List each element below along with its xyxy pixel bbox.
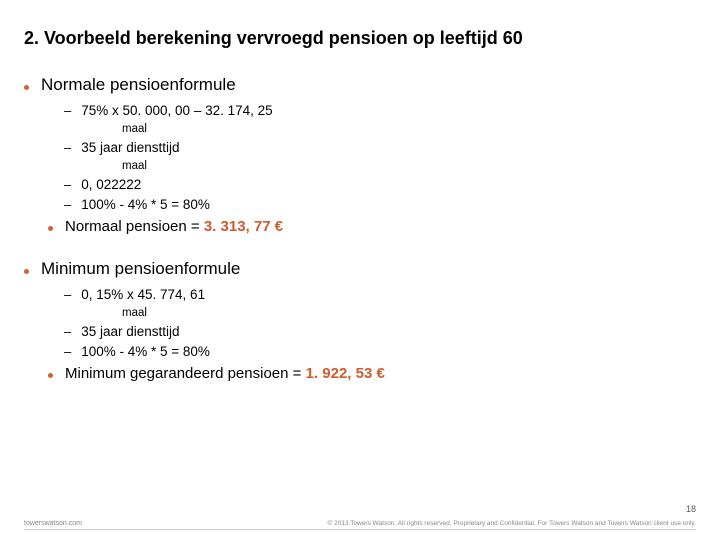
- dash-icon: –: [64, 103, 71, 118]
- dash-icon: –: [64, 324, 71, 339]
- sub-text: 0, 022222: [81, 177, 141, 192]
- result-text: Normaal pensioen = 3. 313, 77 €: [65, 218, 283, 235]
- heading-minimum: Minimum pensioenformule: [41, 259, 240, 279]
- slide-title: 2. Voorbeeld berekening vervroegd pensio…: [24, 28, 696, 49]
- result-label: Normaal pensioen =: [65, 218, 204, 235]
- footer-url: towerswatson.com: [24, 520, 82, 527]
- dash-icon: –: [64, 140, 71, 155]
- sub-item: – 100% - 4% * 5 = 80%: [64, 344, 696, 359]
- bullet-icon: [24, 85, 29, 90]
- bullet-icon: [48, 226, 53, 231]
- dash-icon: –: [64, 177, 71, 192]
- sub-item: – 35 jaar diensttijd: [64, 140, 696, 155]
- heading-normale: Normale pensioenformule: [41, 75, 236, 95]
- sub-text: 100% - 4% * 5 = 80%: [81, 344, 210, 359]
- sublist-normale: – 75% x 50. 000, 00 – 32. 174, 25 maal –…: [64, 103, 696, 212]
- maal-label: maal: [122, 123, 696, 135]
- result-normale: Normaal pensioen = 3. 313, 77 €: [48, 218, 696, 235]
- sub-item: – 75% x 50. 000, 00 – 32. 174, 25: [64, 103, 696, 118]
- sub-text: 35 jaar diensttijd: [81, 324, 179, 339]
- result-label: Minimum gegarandeerd pensioen =: [65, 365, 306, 382]
- sub-text: 0, 15% x 45. 774, 61: [81, 287, 205, 302]
- sublist-minimum: – 0, 15% x 45. 774, 61 maal – 35 jaar di…: [64, 287, 696, 359]
- sub-text: 75% x 50. 000, 00 – 32. 174, 25: [81, 103, 272, 118]
- maal-label: maal: [122, 307, 696, 319]
- sub-text: 100% - 4% * 5 = 80%: [81, 197, 210, 212]
- dash-icon: –: [64, 344, 71, 359]
- result-value: 1. 922, 53 €: [306, 365, 385, 382]
- sub-item: – 0, 15% x 45. 774, 61: [64, 287, 696, 302]
- bullet-icon: [48, 373, 53, 378]
- page-number: 18: [24, 504, 696, 514]
- maal-label: maal: [122, 160, 696, 172]
- result-minimum: Minimum gegarandeerd pensioen = 1. 922, …: [48, 365, 696, 382]
- bullet-icon: [24, 269, 29, 274]
- footer: 18 towerswatson.com © 2013 Towers Watson…: [0, 504, 720, 530]
- result-value: 3. 313, 77 €: [204, 218, 283, 235]
- dash-icon: –: [64, 197, 71, 212]
- result-text: Minimum gegarandeerd pensioen = 1. 922, …: [65, 365, 385, 382]
- footer-copyright: © 2013 Towers Watson. All rights reserve…: [328, 520, 696, 527]
- sub-text: 35 jaar diensttijd: [81, 140, 179, 155]
- bullet-minimum: Minimum pensioenformule: [24, 259, 696, 279]
- dash-icon: –: [64, 287, 71, 302]
- sub-item: – 100% - 4% * 5 = 80%: [64, 197, 696, 212]
- sub-item: – 35 jaar diensttijd: [64, 324, 696, 339]
- bullet-normale: Normale pensioenformule: [24, 75, 696, 95]
- sub-item: – 0, 022222: [64, 177, 696, 192]
